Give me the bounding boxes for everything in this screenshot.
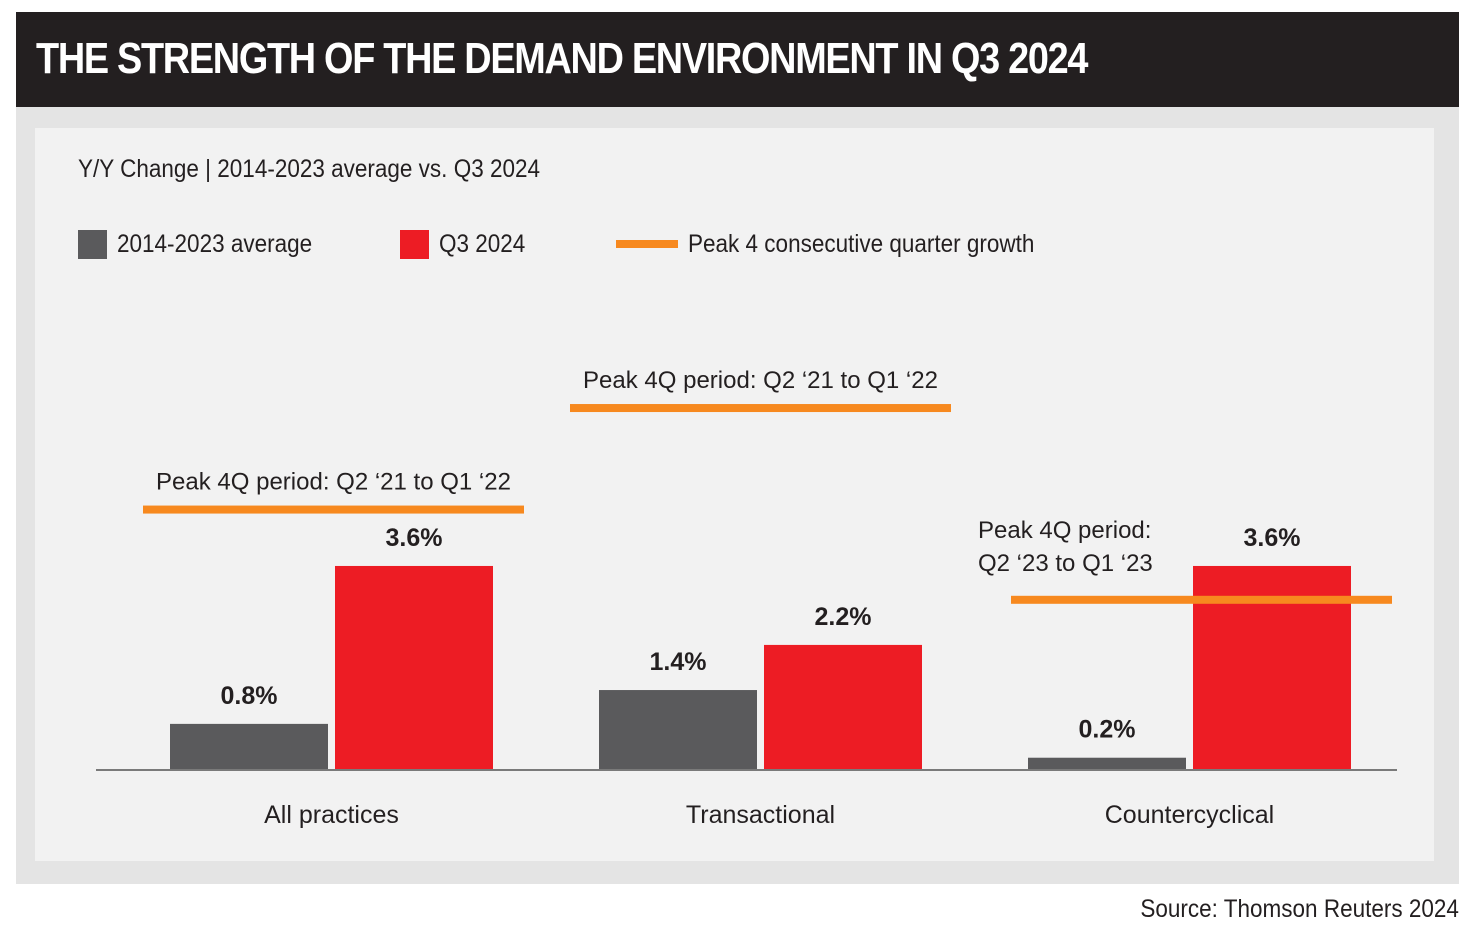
bar-countercyclical-2014-2023-average <box>1028 757 1186 769</box>
legend-line-peak-growth <box>616 240 678 248</box>
bar-all-practices-2014-2023-average <box>170 723 328 769</box>
peak-line-countercyclical <box>1011 595 1392 604</box>
peak-line-transactional <box>570 404 951 413</box>
category-label-all-practices: All practices <box>264 801 399 829</box>
legend-item-q3-2024: Q3 2024 <box>400 228 535 260</box>
data-label-countercyclical-q3-2024: 3.6% <box>1244 524 1301 552</box>
data-label-countercyclical-2014-2023-average: 0.2% <box>1079 716 1136 744</box>
legend-label-average: 2014-2023 average <box>117 229 313 258</box>
data-label-transactional-q3-2024: 2.2% <box>815 603 872 631</box>
peak-annotation-countercyclical-line-1: Peak 4Q period: <box>978 517 1151 544</box>
bar-transactional-q3-2024 <box>764 644 922 769</box>
category-label-transactional: Transactional <box>686 801 835 829</box>
title-bar: THE STRENGTH OF THE DEMAND ENVIRONMENT I… <box>16 12 1459 107</box>
peak-annotation-all-practices: Peak 4Q period: Q2 ‘21 to Q1 ‘22 <box>156 469 511 496</box>
legend-item-average: 2014-2023 average <box>78 228 334 260</box>
data-label-all-practices-2014-2023-average: 0.8% <box>221 682 278 710</box>
bar-all-practices-q3-2024 <box>335 565 493 769</box>
bar-transactional-2014-2023-average <box>599 690 757 769</box>
legend-label-peak-growth: Peak 4 consecutive quarter growth <box>688 229 1035 258</box>
legend-label-q3-2024: Q3 2024 <box>439 229 526 258</box>
legend-swatch-q3-2024 <box>400 229 429 259</box>
data-label-transactional-2014-2023-average: 1.4% <box>650 648 707 676</box>
source-note: Source: Thomson Reuters 2024 <box>1140 895 1459 923</box>
category-label-countercyclical: Countercyclical <box>1105 801 1275 829</box>
legend-swatch-average <box>78 229 107 259</box>
peak-annotation-transactional: Peak 4Q period: Q2 ‘21 to Q1 ‘22 <box>583 367 938 394</box>
chart-subtitle: Y/Y Change | 2014-2023 average vs. Q3 20… <box>78 155 541 183</box>
peak-annotation-countercyclical-line-2: Q2 ‘23 to Q1 ‘23 <box>978 550 1153 577</box>
peak-line-all-practices <box>143 505 524 514</box>
chart-title: THE STRENGTH OF THE DEMAND ENVIRONMENT I… <box>36 34 1088 83</box>
data-label-all-practices-q3-2024: 3.6% <box>386 524 443 552</box>
legend-item-peak-growth: Peak 4 consecutive quarter growth <box>616 228 1073 260</box>
